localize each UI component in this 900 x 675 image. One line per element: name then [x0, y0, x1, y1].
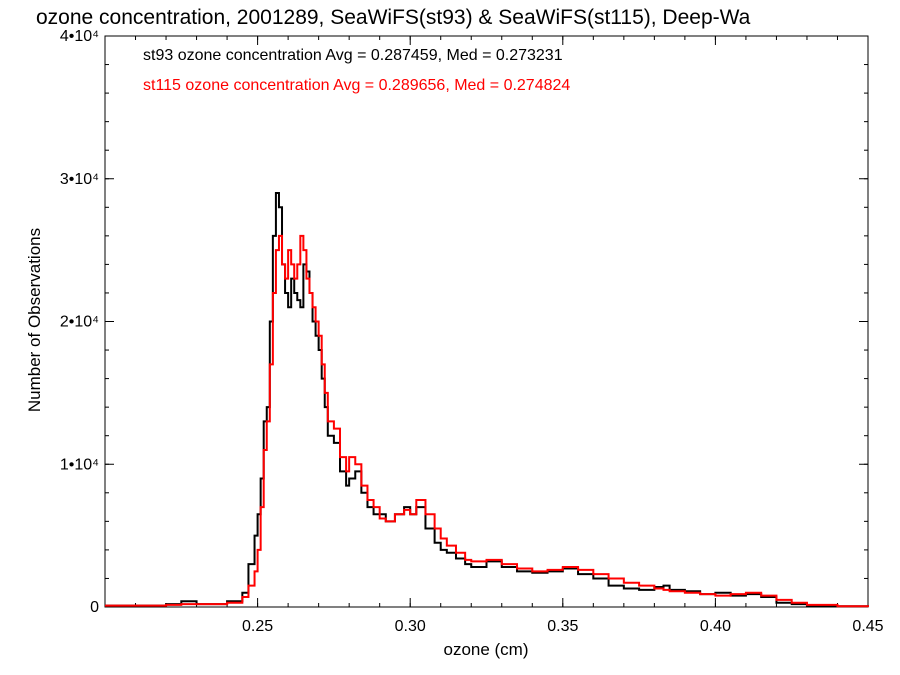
- plot-frame: [104, 35, 869, 608]
- series-line-0: [105, 192, 869, 608]
- y-tick-label: 0: [90, 599, 99, 616]
- series-line-1: [105, 234, 869, 608]
- y-tick-label: 3•10⁴: [60, 171, 99, 188]
- st115-stats-annotation: st115 ozone concentration Avg = 0.289656…: [143, 77, 570, 94]
- y-tick-label: 2•10⁴: [60, 314, 99, 331]
- x-tick-label: 0.25: [242, 618, 273, 635]
- series-lines: [105, 192, 869, 608]
- x-tick-label: 0.35: [547, 618, 578, 635]
- x-tick-label: 0.30: [395, 618, 426, 635]
- x-axis-label: ozone (cm): [443, 640, 528, 659]
- axis-ticks: 0.25 0.30 0.35 0.40 0.45 0 1•10⁴ 2•10⁴ 3•10⁴ 4•10…: [60, 28, 884, 635]
- y-axis-label: Number of Observations: [25, 228, 44, 412]
- x-tick-label: 0.40: [700, 618, 731, 635]
- chart-title: ozone concentration, 2001289, SeaWiFS(st…: [36, 6, 751, 29]
- y-tick-label: 1•10⁴: [60, 456, 99, 473]
- x-tick-label: 0.45: [852, 618, 883, 635]
- y-tick-label: 4•10⁴: [60, 28, 99, 45]
- st93-stats-annotation: st93 ozone concentration Avg = 0.287459,…: [143, 47, 563, 64]
